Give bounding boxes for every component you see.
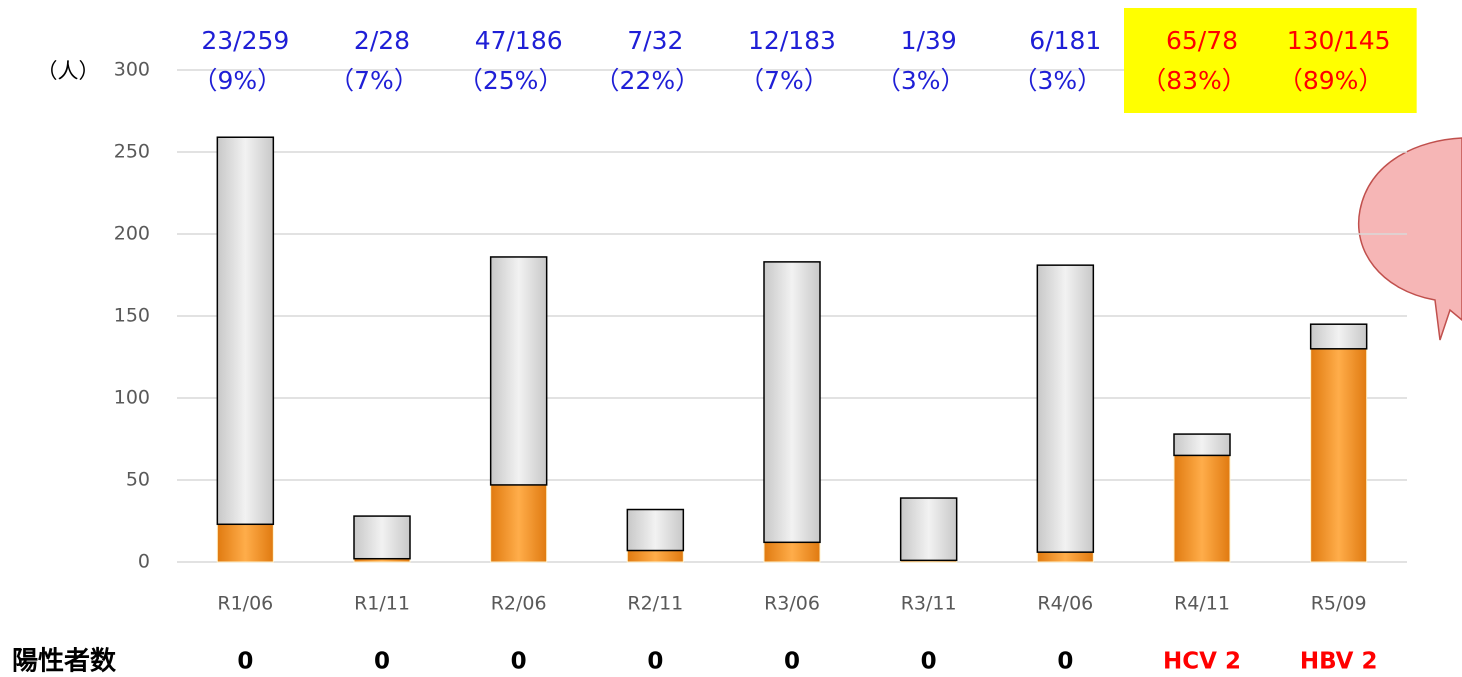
row-value: 0 (1057, 649, 1073, 675)
bar-segment (1036, 551, 1094, 563)
row-value: 0 (921, 649, 937, 675)
y-tick-label: 50 (126, 469, 150, 491)
x-tick-label: R4/06 (1037, 593, 1093, 615)
x-tick-label: R3/11 (901, 593, 957, 615)
highlight-box (1260, 8, 1417, 113)
x-tick-label: R2/06 (491, 593, 547, 615)
bar-segment (489, 256, 548, 486)
row-value: 0 (374, 649, 390, 675)
x-tick-label: R1/11 (354, 593, 410, 615)
x-tick-label: R2/11 (627, 593, 683, 615)
x-tick-label: R3/06 (764, 593, 820, 615)
y-tick-label: 250 (114, 141, 150, 163)
ratio-label: 23/259 (201, 26, 289, 55)
percent-label: （7%） (739, 66, 829, 95)
ratio-label: 65/78 (1166, 26, 1238, 55)
bar-segment (763, 541, 821, 563)
row-value: 0 (237, 649, 253, 675)
percent-label: （83%） (1141, 66, 1247, 95)
percent-label: （9%） (192, 66, 282, 95)
percent-label: （89%） (1278, 66, 1384, 95)
ratio-label: 6/181 (1029, 26, 1101, 55)
ratio-label: 47/186 (475, 26, 563, 55)
y-tick-label: 300 (114, 59, 150, 81)
row-value: HCV 2 (1163, 649, 1241, 675)
y-axis-label: （人） (37, 59, 100, 83)
row-value: 0 (647, 649, 663, 675)
bar-segment (490, 484, 548, 563)
ratio-label: 1/39 (901, 26, 957, 55)
percent-label: （22%） (595, 66, 701, 95)
ratio-label: 7/32 (627, 26, 683, 55)
ratio-label: 2/28 (354, 26, 410, 55)
row-value: HBV 2 (1300, 649, 1378, 675)
ratio-label: 12/183 (748, 26, 836, 55)
bar-segment (216, 523, 274, 563)
x-tick-label: R1/06 (217, 593, 273, 615)
percent-label: （25%） (458, 66, 564, 95)
highlight-box (1124, 8, 1280, 113)
bar-segment (1309, 323, 1368, 350)
bar-segment (763, 261, 821, 544)
y-tick-label: 150 (114, 305, 150, 327)
bar-segment (626, 550, 684, 563)
bar-segment (1173, 433, 1231, 457)
speech-bubble (1358, 137, 1462, 341)
bar-segment (353, 515, 411, 560)
bar-segment (1036, 264, 1095, 553)
y-tick-label: 100 (114, 387, 150, 409)
ratio-label: 130/145 (1287, 26, 1391, 55)
row-value: 0 (511, 649, 527, 675)
y-tick-label: 200 (114, 223, 150, 245)
bar-segment (1310, 348, 1368, 563)
percent-label: （3%） (1012, 66, 1102, 95)
x-tick-label: R5/09 (1311, 593, 1367, 615)
bar-segment (216, 136, 275, 526)
x-tick-label: R4/11 (1174, 593, 1230, 615)
bar-segment (899, 497, 958, 562)
percent-label: （7%） (329, 66, 419, 95)
percent-label: （3%） (876, 66, 966, 95)
bar-segment (626, 508, 685, 552)
row-title: 陽性者数 (12, 647, 117, 677)
bar-segment (1173, 454, 1231, 563)
y-tick-label: 0 (138, 551, 150, 573)
row-value: 0 (784, 649, 800, 675)
